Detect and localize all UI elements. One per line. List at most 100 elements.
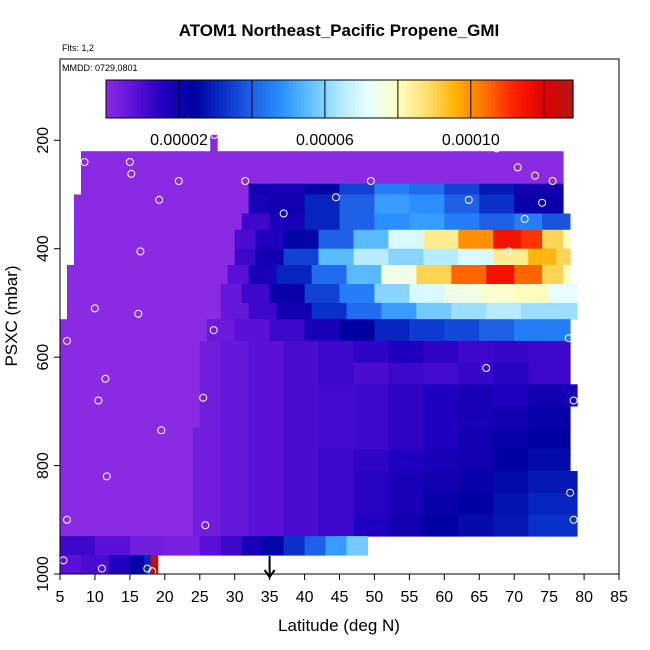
heatmap-cell — [67, 284, 222, 304]
heatmap-cell — [528, 427, 571, 450]
marker-head — [263, 569, 276, 579]
heatmap-cell — [423, 449, 459, 472]
colorbar-swatch — [183, 80, 189, 118]
colorbar-swatch — [460, 80, 465, 118]
colorbar-swatch — [234, 80, 239, 118]
heatmap-cell — [60, 492, 194, 515]
heatmap-cell — [409, 213, 445, 231]
heatmap-cell — [150, 555, 159, 575]
colorbar-swatch — [137, 80, 142, 118]
heatmap-cell — [248, 405, 285, 429]
heatmap-cell — [514, 319, 571, 342]
colorbar-swatch — [397, 80, 403, 118]
heatmap-cell — [458, 384, 494, 407]
colorbar-swatch — [347, 80, 352, 118]
flight-point — [143, 564, 152, 573]
heatmap-cell — [486, 265, 515, 285]
colorbar-swatch — [565, 80, 570, 118]
colorbar-swatch — [121, 80, 127, 118]
heatmap-cell — [60, 362, 201, 385]
colorbar-ticks: 0.00002 0.00006 0.00010 — [150, 80, 545, 149]
x-tick-label: 35 — [261, 589, 279, 606]
heatmap-cell — [423, 384, 459, 407]
heatmap-cell — [423, 340, 459, 364]
flight-point — [504, 247, 513, 256]
colorbar-swatch — [506, 80, 512, 118]
flight-point — [548, 177, 557, 185]
heatmap-cell — [444, 284, 480, 304]
heatmap-cell — [409, 194, 445, 214]
heatmap-cell — [353, 492, 389, 515]
heatmap-cell — [220, 384, 250, 407]
colorbar-swatch — [343, 80, 348, 118]
y-tick-label: 1000 — [35, 556, 52, 592]
heatmap-cell — [318, 449, 354, 472]
x-tick-label: 60 — [435, 589, 453, 606]
heatmap-cell — [542, 265, 564, 285]
heatmap-cell — [528, 384, 564, 407]
flight-point — [155, 195, 164, 204]
colorbar-swatch — [417, 80, 422, 118]
heatmap-cell — [339, 319, 375, 342]
heatmap-cell — [493, 449, 529, 472]
heatmap-cell — [283, 405, 319, 429]
colorbar-swatch — [464, 80, 469, 118]
x-tick-label: 55 — [401, 589, 419, 606]
heatmap-cell — [458, 449, 494, 472]
heatmap-cell — [318, 384, 354, 407]
colorbar-swatch — [304, 80, 309, 118]
flight-point — [520, 214, 529, 223]
y-axis-label: PSXC (mbar) — [2, 265, 21, 366]
colorbar-swatch — [378, 80, 383, 118]
heatmap-cell — [423, 362, 459, 385]
heatmap-cell — [493, 248, 529, 266]
colorbar-swatch — [487, 80, 492, 118]
heatmap-cell — [521, 302, 578, 320]
colorbar-swatch — [265, 80, 271, 118]
x-tick-label: 75 — [540, 589, 558, 606]
heatmap-cell — [192, 492, 222, 515]
x-tick-label: 65 — [470, 589, 488, 606]
x-tick-label: 50 — [366, 589, 384, 606]
heatmap-cell — [346, 302, 382, 320]
heatmap-cell — [353, 449, 389, 472]
heatmap-cell — [423, 405, 459, 429]
colorbar-swatch — [253, 80, 259, 118]
heatmap-cell — [353, 340, 389, 364]
colorbar-swatch — [285, 80, 290, 118]
heatmap-cell — [325, 536, 347, 556]
heatmap-cell — [318, 427, 354, 450]
heatmap-cell — [458, 405, 494, 429]
heatmap-cell — [374, 284, 410, 304]
heatmap-cell — [276, 265, 312, 285]
chart-title: ATOM1 Northeast_Pacific Propene_GMI — [179, 21, 500, 40]
heatmap-cell — [220, 405, 250, 429]
heatmap-cell — [283, 248, 319, 266]
heatmap-cell — [164, 536, 201, 556]
heatmap-cell — [318, 229, 354, 250]
colorbar-swatch — [113, 80, 119, 118]
heatmap-cell — [493, 229, 522, 250]
heatmap-cell — [248, 183, 271, 195]
heatmap-cell — [304, 536, 327, 556]
heatmap-cell — [241, 284, 271, 304]
heatmap-cell — [318, 340, 354, 364]
heatmap-cell — [528, 514, 578, 537]
heatmap-cell — [304, 183, 340, 195]
colorbar-swatch — [133, 80, 138, 118]
heatmap-cell — [458, 229, 494, 250]
heatmap-cell — [388, 362, 424, 385]
heatmap-cell — [318, 514, 354, 537]
flight-point — [569, 396, 578, 405]
y-tick-label: 400 — [35, 235, 52, 262]
heatmap-cell — [493, 405, 529, 429]
heatmap-cell — [388, 492, 424, 515]
flight-point — [564, 334, 573, 343]
heatmap-cell — [199, 362, 222, 385]
colorbar-swatch — [218, 80, 224, 118]
heatmap-cell — [423, 471, 459, 494]
heatmap-cell — [81, 183, 250, 195]
heatmap-cell — [339, 284, 375, 304]
colorbar-swatch — [277, 80, 282, 118]
heatmap-cell — [67, 265, 229, 285]
